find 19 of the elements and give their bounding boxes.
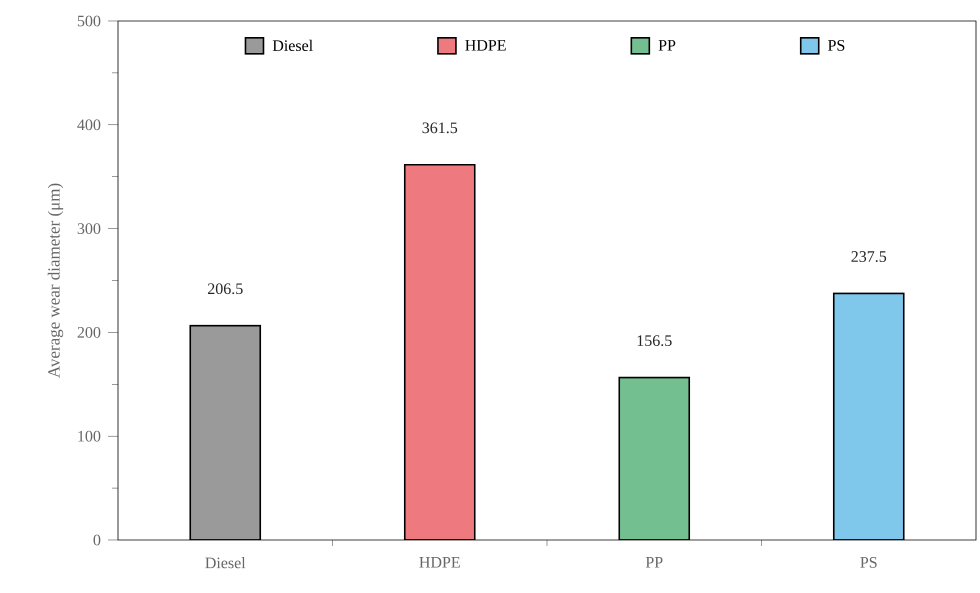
- y-tick-label: 200: [78, 326, 100, 338]
- legend-label: Diesel: [272, 40, 313, 52]
- data-label: 156.5: [638, 335, 672, 346]
- x-tick-label: PS: [860, 557, 877, 568]
- y-tick-label: 100: [78, 430, 100, 442]
- y-tick-label: 400: [77, 119, 100, 130]
- data-label: 237.5: [851, 251, 886, 262]
- y-tick-label: 0: [94, 534, 100, 546]
- x-tick-label: Diesel: [205, 557, 246, 568]
- legend-label: PS: [828, 40, 844, 51]
- y-axis-title: Average wear diameter (μm): [48, 184, 64, 378]
- data-label: 206.5: [208, 283, 243, 294]
- y-tick-label: 500: [78, 16, 100, 26]
- x-tick-label: HDPE: [419, 557, 460, 568]
- x-tick-label: PP: [646, 557, 662, 568]
- legend-label: HDPE: [465, 40, 506, 51]
- y-tick-label: 300: [78, 223, 100, 234]
- legend-label: PP: [658, 40, 676, 51]
- data-label: 361.5: [422, 122, 458, 134]
